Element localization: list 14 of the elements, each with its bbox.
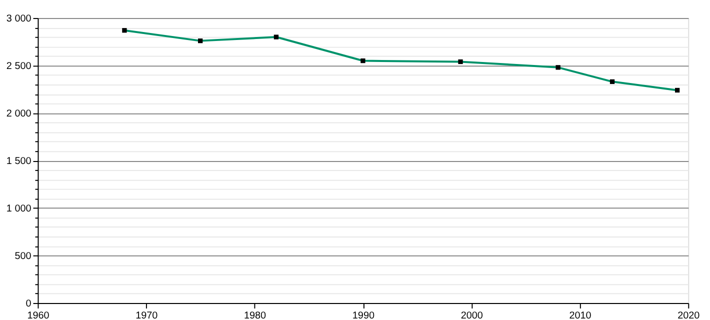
y-tick-label: 1 000 bbox=[6, 203, 32, 214]
y-tick-label: 500 bbox=[14, 250, 32, 262]
x-tick-label: 2000 bbox=[460, 310, 484, 320]
x-tick-label: 2010 bbox=[569, 310, 592, 320]
x-tick-label: 1970 bbox=[136, 310, 158, 320]
x-tick-label: 1980 bbox=[244, 310, 267, 320]
x-tick-label: 1960 bbox=[27, 310, 50, 320]
y-tick-label: 3 000 bbox=[6, 13, 32, 24]
x-tick-label: 2020 bbox=[678, 310, 700, 320]
y-tick-label: 2 000 bbox=[6, 108, 32, 120]
x-tick-label: 1990 bbox=[352, 310, 375, 320]
y-tick-label: 0 bbox=[26, 298, 32, 310]
y-tick-label: 1 500 bbox=[6, 156, 32, 167]
y-tick-label: 2 500 bbox=[6, 60, 32, 72]
